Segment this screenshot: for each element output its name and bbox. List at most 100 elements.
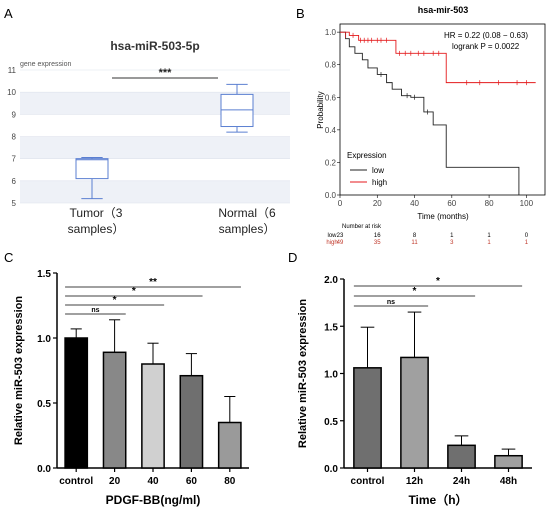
significance-label: ns bbox=[387, 299, 395, 306]
risk-value: 0 bbox=[525, 233, 529, 239]
significance-label: * bbox=[436, 276, 440, 287]
risk-value: 35 bbox=[374, 240, 381, 246]
y-tick-label: 0.4 bbox=[325, 126, 337, 135]
panel-label-a: A bbox=[4, 6, 13, 21]
risk-row-label: low bbox=[327, 233, 337, 239]
y-tick-label: 0.6 bbox=[325, 93, 337, 102]
bar bbox=[64, 337, 89, 469]
y-tick-label: 1.5 bbox=[324, 322, 338, 333]
y-tick-label: 0.8 bbox=[325, 61, 337, 70]
x-tick-label: control bbox=[59, 476, 93, 487]
panel-label-c: C bbox=[4, 250, 13, 265]
y-tick-label: 0.2 bbox=[325, 158, 337, 167]
annotation-hr: HR = 0.22 (0.08 − 0.63) bbox=[444, 31, 528, 40]
x-tick-label: 40 bbox=[410, 199, 419, 208]
risk-value: 49 bbox=[337, 240, 344, 246]
x-tick-label: 0 bbox=[338, 199, 343, 208]
bar bbox=[447, 444, 476, 469]
annotation-logrank: logrank P = 0.0022 bbox=[452, 42, 520, 51]
significance-label: * bbox=[113, 295, 117, 306]
chart-d: 0.0 0.5 1.0 1.5 2.0 control 12h 24h 48h ns * * Time（… bbox=[297, 275, 532, 507]
x-tick-label: 48h bbox=[500, 476, 517, 487]
x-tick-label: 100 bbox=[520, 199, 534, 208]
km-curve-low bbox=[340, 31, 520, 195]
plot-frame bbox=[339, 23, 546, 196]
x-tick-label: 80 bbox=[485, 199, 494, 208]
y-tick-label: 0.5 bbox=[324, 417, 338, 428]
box bbox=[75, 158, 109, 180]
x-tick-label: 20 bbox=[373, 199, 382, 208]
y-tick-label: 0.5 bbox=[37, 399, 51, 410]
panel-label-b: B bbox=[296, 6, 305, 21]
risk-value: 16 bbox=[374, 233, 381, 239]
risk-table-title: Number at risk bbox=[342, 224, 382, 230]
x-category-label: Tumor（3 bbox=[70, 206, 123, 220]
x-tick-label: 12h bbox=[406, 476, 423, 487]
chart-title: hsa-miR-503-5p bbox=[110, 39, 199, 53]
x-tick-label: 20 bbox=[109, 476, 121, 487]
bar bbox=[400, 356, 429, 469]
chart-title: hsa-mir-503 bbox=[418, 5, 469, 15]
x-tick-label: 60 bbox=[447, 199, 456, 208]
risk-value: 11 bbox=[411, 240, 418, 246]
x-axis-label: Time (months) bbox=[417, 212, 469, 221]
bar bbox=[141, 363, 165, 469]
bar bbox=[217, 421, 242, 469]
y-tick-label: 6 bbox=[12, 177, 17, 186]
y-axis-label: Probability bbox=[316, 91, 325, 128]
bar bbox=[353, 367, 382, 469]
x-axis-label: Time（h） bbox=[408, 492, 467, 507]
bar bbox=[494, 454, 523, 469]
y-tick-label: 1.5 bbox=[37, 269, 51, 280]
risk-value: 1 bbox=[525, 240, 529, 246]
x-tick-label: 40 bbox=[147, 476, 159, 487]
y-tick-label: 0.0 bbox=[325, 191, 337, 200]
significance-label: *** bbox=[159, 67, 173, 79]
x-category-label: samples） bbox=[219, 222, 276, 236]
significance-label: * bbox=[413, 286, 417, 297]
y-tick-label: 7 bbox=[12, 155, 17, 164]
y-tick-label: 0.0 bbox=[324, 464, 338, 475]
legend-title: Expression bbox=[347, 151, 387, 160]
bar bbox=[179, 374, 204, 469]
y-axis-label: gene expression bbox=[20, 61, 71, 68]
significance-label: * bbox=[132, 286, 136, 297]
x-axis-label: PDGF-BB(ng/ml) bbox=[106, 493, 201, 507]
risk-row-label: high bbox=[326, 240, 337, 246]
risk-value: 1 bbox=[487, 240, 491, 246]
risk-value: 8 bbox=[413, 233, 417, 239]
risk-value: 3 bbox=[450, 240, 454, 246]
x-tick-label: 24h bbox=[453, 476, 470, 487]
risk-value: 23 bbox=[337, 233, 344, 239]
y-tick-label: 5 bbox=[12, 199, 17, 208]
y-tick-label: 9 bbox=[12, 110, 17, 119]
y-tick-label: 1.0 bbox=[325, 28, 337, 37]
y-tick-label: 8 bbox=[12, 133, 17, 142]
risk-value: 1 bbox=[450, 233, 454, 239]
y-axis-label: Relative miR-503 expression bbox=[13, 296, 25, 445]
x-category-label: Normal（6 bbox=[218, 206, 276, 220]
y-tick-label: 0.0 bbox=[37, 464, 51, 475]
y-tick-label: 10 bbox=[7, 88, 16, 97]
significance-label: ns bbox=[91, 307, 99, 314]
panel-label-d: D bbox=[288, 250, 297, 265]
x-tick-label: 80 bbox=[224, 476, 236, 487]
risk-value: 1 bbox=[487, 233, 491, 239]
x-category-label: samples） bbox=[68, 222, 125, 236]
legend-entry: low bbox=[372, 166, 384, 175]
grid-band bbox=[20, 136, 290, 159]
x-tick-label: control bbox=[351, 476, 385, 487]
y-tick-label: 1.0 bbox=[324, 370, 338, 381]
y-tick-label: 1.0 bbox=[37, 334, 51, 345]
box bbox=[220, 93, 254, 128]
x-tick-label: 60 bbox=[186, 476, 198, 487]
y-tick-label: 2.0 bbox=[324, 275, 338, 286]
y-tick-label: 11 bbox=[8, 66, 17, 75]
grid-band bbox=[20, 180, 290, 203]
legend-entry: high bbox=[372, 178, 387, 187]
chart-a: hsa-miR-503-5p gene expression 5 6 7 8 9 10 11 Tu… bbox=[7, 39, 290, 236]
bar bbox=[102, 351, 127, 469]
